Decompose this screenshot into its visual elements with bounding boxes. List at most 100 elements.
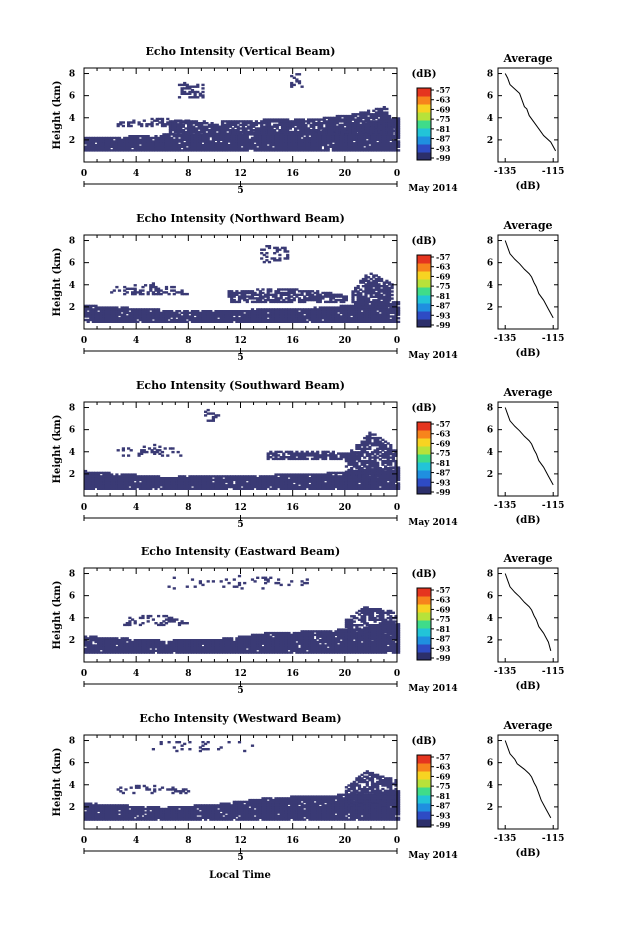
echo-cell (244, 123, 248, 127)
echo-cell (348, 122, 352, 125)
echo-cell (167, 143, 171, 147)
echo-cell (115, 310, 119, 313)
echo-cell (190, 310, 195, 313)
echo-cell (310, 147, 315, 150)
echo-cell (290, 311, 294, 315)
echo-cell (310, 313, 315, 316)
echo-cell (295, 318, 299, 322)
echo-cell (167, 311, 171, 315)
echo-cell (190, 145, 195, 148)
echo-cell (254, 132, 258, 135)
echo-cell (110, 310, 114, 313)
echo-cell (261, 136, 265, 140)
echo-cell (172, 320, 176, 323)
echo-cell (127, 123, 131, 126)
echo-cell (290, 81, 294, 85)
echo-cell (300, 135, 304, 138)
echo-cell (260, 122, 264, 125)
echo-cell (217, 136, 221, 140)
echo-cell (184, 130, 188, 134)
echo-cell (157, 143, 161, 147)
echo-cell (231, 129, 235, 132)
echo-cell (340, 120, 345, 123)
echo-cell (335, 118, 339, 121)
echo-cell (220, 123, 225, 127)
echo-cell (151, 308, 155, 311)
echo-cell (295, 73, 299, 76)
echo-cell (266, 138, 270, 141)
echo-cell (136, 147, 140, 150)
echo-cell (180, 315, 184, 318)
echo-cell (331, 136, 335, 140)
echo-cell (204, 143, 208, 147)
echo-cell (295, 317, 299, 320)
echo-cell (365, 147, 369, 150)
echo-cell (352, 143, 356, 147)
echo-cell (385, 123, 389, 127)
echo-cell (320, 130, 324, 134)
echo-cell (382, 127, 386, 130)
echo-cell (339, 315, 343, 318)
echo-cell (230, 143, 234, 147)
echo-cell (292, 145, 296, 148)
echo-cell (364, 116, 368, 120)
echo-cell (346, 114, 350, 118)
echo-cell (363, 143, 367, 147)
echo-cell (227, 318, 231, 322)
echo-cell (223, 127, 227, 130)
echo-cell (206, 143, 210, 147)
echo-cell (91, 317, 95, 320)
average-x-label: (dB) (516, 348, 541, 359)
echo-cell (390, 123, 394, 127)
echo-cell (339, 310, 343, 313)
echo-cell (104, 140, 109, 143)
echo-cell (284, 320, 288, 323)
echo-cell (123, 317, 127, 320)
echo-cell (138, 315, 142, 318)
echo-cell (240, 311, 244, 315)
echo-cell (213, 132, 217, 135)
echo-cell (313, 142, 317, 145)
echo-cell (144, 147, 148, 150)
echo-cell (168, 122, 172, 125)
echo-cell (297, 80, 302, 83)
echo-cell (338, 129, 342, 132)
echo-cell (290, 142, 294, 145)
echo-cell (146, 149, 150, 152)
echo-cell (310, 142, 315, 145)
echo-cell (324, 140, 328, 143)
echo-cell (227, 320, 231, 323)
echo-cell (316, 142, 320, 145)
echo-cell (344, 143, 348, 147)
echo-cell (164, 136, 169, 140)
echo-cell (376, 136, 380, 140)
echo-cell (146, 143, 150, 147)
echo-cell (282, 138, 286, 141)
echo-cell (356, 118, 360, 121)
echo-cell (190, 138, 195, 141)
echo-cell (224, 313, 228, 316)
echo-cell (181, 123, 185, 127)
echo-cell (110, 145, 114, 148)
echo-cell (250, 136, 255, 140)
echo-cell (235, 142, 239, 145)
echo-cell (112, 311, 116, 315)
echo-cell (193, 92, 197, 95)
echo-cell (364, 120, 368, 123)
echo-cell (342, 149, 346, 152)
echo-cell (287, 308, 291, 311)
echo-cell (214, 317, 218, 320)
echo-cell (110, 308, 114, 311)
echo-cell (318, 138, 322, 141)
echo-cell (141, 149, 145, 152)
echo-cell (188, 317, 192, 320)
echo-cell (335, 127, 339, 130)
echo-cell (91, 142, 95, 145)
echo-cell (209, 318, 213, 322)
echo-cell (282, 308, 286, 311)
echo-cell (335, 116, 339, 120)
echo-cell (211, 142, 215, 145)
echo-cell (245, 136, 249, 140)
echo-cell (338, 130, 342, 134)
echo-cell (335, 130, 339, 134)
